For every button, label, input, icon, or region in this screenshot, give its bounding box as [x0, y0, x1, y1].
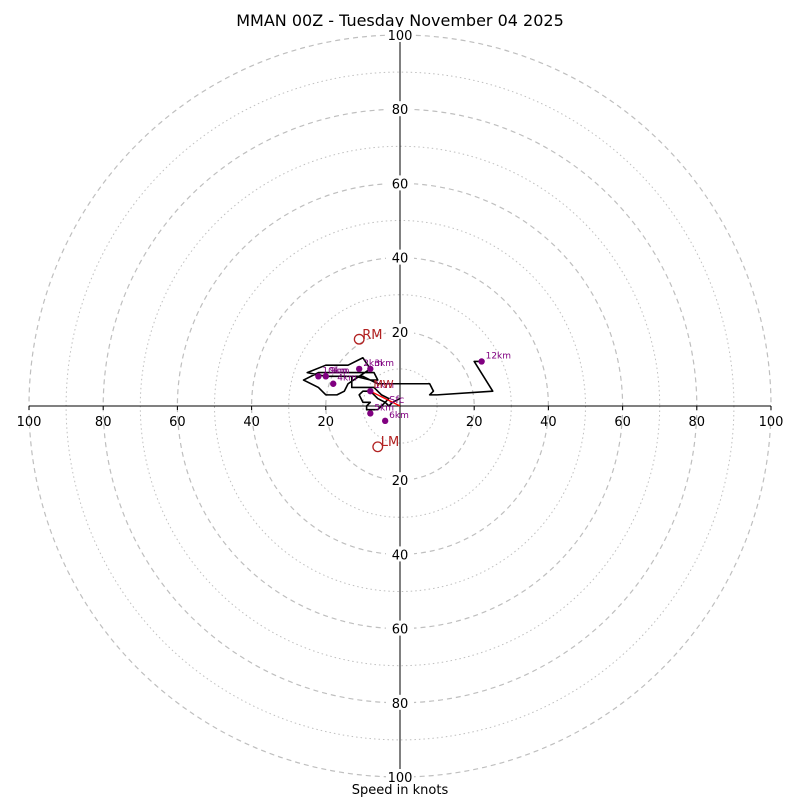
x-tick-label: 40: [540, 415, 557, 430]
height-label-3km: 3km: [374, 359, 394, 369]
hodograph-trace-line: [302, 356, 494, 411]
y-tick-label-bg: [386, 472, 414, 488]
x-tick-label: 40: [243, 415, 260, 430]
y-tick-label-bg: [386, 323, 414, 339]
height-label-1km: 1km: [374, 381, 394, 391]
height-point-1km: [367, 387, 374, 395]
height-label-4km: 4km: [337, 374, 357, 384]
y-tick-label-bg: [386, 101, 414, 117]
height-point-4km: [330, 380, 337, 387]
height-label-2km: 2km: [363, 359, 383, 369]
y-tick-label: 20: [392, 326, 409, 341]
chart-title: MMAN 00Z - Tuesday November 04 2025: [236, 11, 564, 30]
y-tick-label: 80: [392, 103, 409, 118]
x-tick-label: 60: [614, 415, 631, 430]
height-point-3km: [367, 365, 374, 373]
height-label-9km: 9km: [330, 366, 350, 376]
y-tick-label: 100: [388, 29, 413, 44]
height-point-10km: [315, 373, 322, 380]
y-tick-label-bg: [386, 694, 414, 710]
height-point-5km: [367, 410, 374, 417]
y-tick-label-bg: [386, 546, 414, 562]
mean-wind-label: MW: [373, 378, 393, 391]
storm-motion-markers: RM LM: [353, 328, 399, 453]
x-axis-label: Speed in knots: [351, 783, 449, 798]
y-tick-label-bg: [386, 175, 414, 191]
height-point-12km: [478, 358, 485, 365]
x-tick-label: 60: [169, 415, 186, 430]
height-point-6km: [381, 417, 389, 425]
height-label-6km: 6km: [389, 411, 409, 421]
height-label-5km: 5km: [374, 403, 394, 413]
y-tick-label: 20: [392, 474, 409, 489]
shear-vector-line: [370, 390, 401, 407]
storm-marker-LM: [372, 441, 384, 453]
x-tick-label: 100: [17, 415, 42, 430]
y-tick-label-bg: [386, 27, 414, 42]
x-tick-label: 100: [759, 415, 784, 430]
y-tick-label: 100: [388, 771, 413, 786]
height-point-9km: [322, 373, 329, 380]
y-tick-label-bg: [386, 620, 414, 636]
x-tick-label: 80: [95, 415, 112, 430]
y-tick-label: 80: [392, 697, 409, 712]
tick-labels: 100 100 80 80 60 60 40 40 20 20 20 20 40 40 60 60 80 80 10…: [17, 27, 784, 786]
x-tick-label: 80: [689, 415, 706, 430]
x-tick-label: 20: [318, 415, 335, 430]
y-tick-label: 60: [392, 623, 409, 638]
storm-label-LM: LM: [381, 435, 399, 450]
storm-marker-RM: [353, 333, 365, 345]
y-tick-label-bg: [386, 769, 414, 784]
storm-label-RM: RM: [362, 328, 382, 343]
x-tick-label: 20: [466, 415, 483, 430]
wind-trace: [302, 356, 494, 411]
height-label-10km: 10km: [322, 366, 347, 376]
height-label-12km: 12km: [486, 351, 511, 361]
surface-label: Sfc: [389, 395, 404, 406]
y-tick-label: 40: [392, 548, 409, 563]
y-tick-label-bg: [386, 249, 414, 265]
y-tick-label: 60: [392, 177, 409, 192]
y-tick-label: 40: [392, 252, 409, 267]
height-point-2km: [355, 365, 363, 373]
